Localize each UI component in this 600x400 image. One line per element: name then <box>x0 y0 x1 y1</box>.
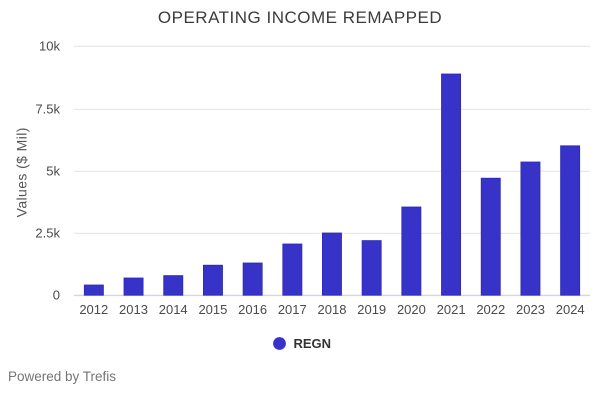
svg-text:2014: 2014 <box>159 302 188 317</box>
svg-text:2015: 2015 <box>198 302 227 317</box>
svg-text:OPERATING INCOME REMAPPED: OPERATING INCOME REMAPPED <box>158 8 442 27</box>
svg-text:2013: 2013 <box>119 302 148 317</box>
svg-text:0: 0 <box>53 288 60 303</box>
svg-text:Values ($ Mil): Values ($ Mil) <box>14 127 30 217</box>
svg-text:2022: 2022 <box>476 302 505 317</box>
svg-text:2018: 2018 <box>318 302 347 317</box>
svg-text:5k: 5k <box>46 164 60 179</box>
svg-text:2019: 2019 <box>357 302 386 317</box>
svg-text:10k: 10k <box>39 39 60 54</box>
svg-text:2.5k: 2.5k <box>35 226 60 241</box>
svg-text:2016: 2016 <box>238 302 267 317</box>
svg-text:Powered by Trefis: Powered by Trefis <box>8 369 116 384</box>
svg-text:2012: 2012 <box>79 302 108 317</box>
svg-text:2023: 2023 <box>516 302 545 317</box>
svg-text:2020: 2020 <box>397 302 426 317</box>
svg-text:2021: 2021 <box>437 302 466 317</box>
svg-text:2024: 2024 <box>556 302 585 317</box>
svg-text:REGN: REGN <box>294 336 332 351</box>
svg-text:7.5k: 7.5k <box>35 102 60 117</box>
svg-text:2017: 2017 <box>278 302 307 317</box>
